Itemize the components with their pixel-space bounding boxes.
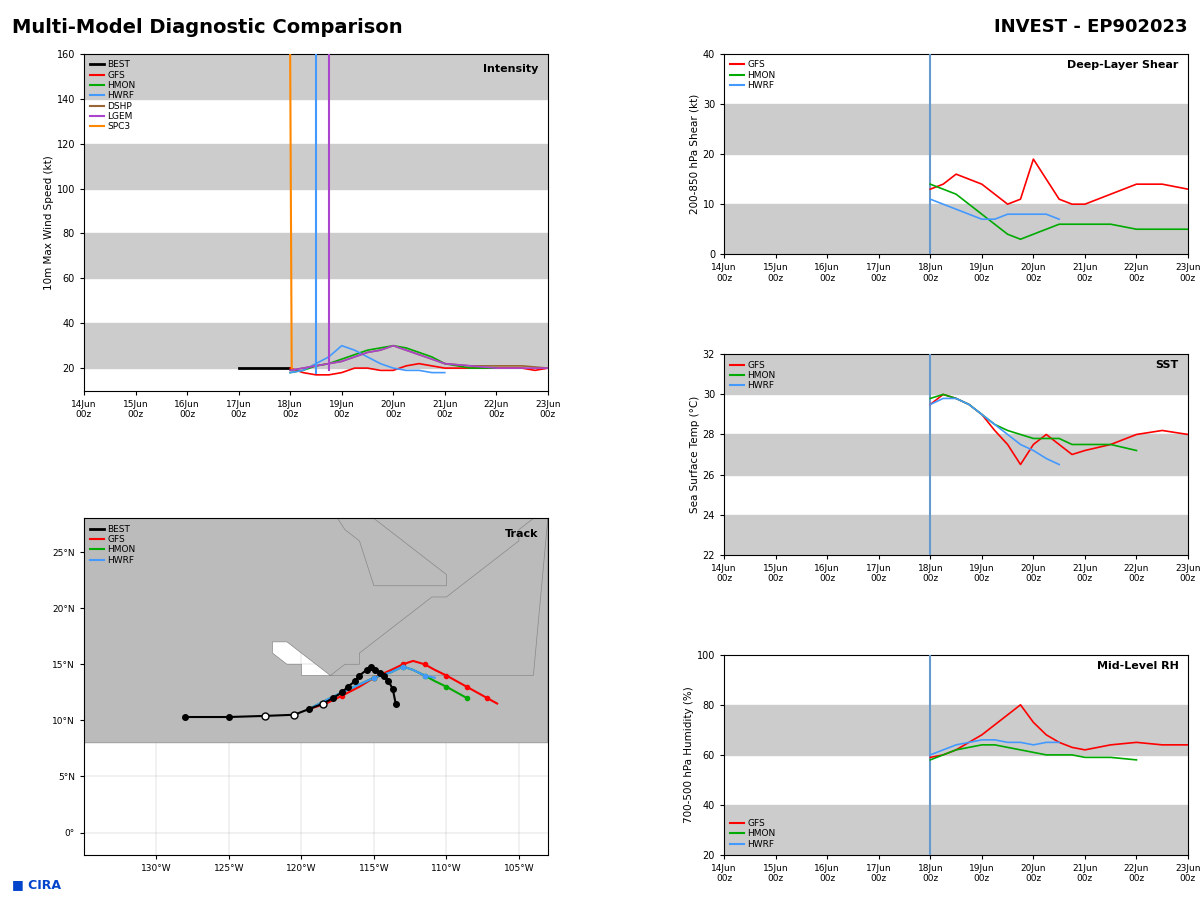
Bar — [724, 204, 1188, 255]
Y-axis label: Sea Surface Temp (°C): Sea Surface Temp (°C) — [690, 396, 700, 513]
Bar — [84, 323, 548, 368]
Bar — [724, 355, 1188, 394]
Text: Intensity: Intensity — [484, 64, 539, 74]
Legend: BEST, GFS, HMON, HWRF: BEST, GFS, HMON, HWRF — [89, 523, 138, 567]
Y-axis label: 200-850 hPa Shear (kt): 200-850 hPa Shear (kt) — [690, 94, 700, 214]
Bar — [84, 54, 548, 99]
Bar — [84, 144, 548, 189]
Legend: GFS, HMON, HWRF: GFS, HMON, HWRF — [728, 359, 778, 392]
Text: Mid-Level RH: Mid-Level RH — [1097, 661, 1178, 670]
Polygon shape — [84, 518, 548, 742]
Y-axis label: 10m Max Wind Speed (kt): 10m Max Wind Speed (kt) — [43, 155, 54, 290]
Legend: BEST, GFS, HMON, HWRF, DSHP, LGEM, SPC3: BEST, GFS, HMON, HWRF, DSHP, LGEM, SPC3 — [89, 58, 138, 133]
Text: Deep-Layer Shear: Deep-Layer Shear — [1067, 60, 1178, 70]
Legend: GFS, HMON, HWRF: GFS, HMON, HWRF — [728, 817, 778, 850]
Text: SST: SST — [1156, 360, 1178, 371]
Legend: GFS, HMON, HWRF: GFS, HMON, HWRF — [728, 58, 778, 92]
Text: INVEST - EP902023: INVEST - EP902023 — [995, 18, 1188, 36]
Bar — [84, 233, 548, 278]
Bar — [724, 104, 1188, 154]
Text: Track: Track — [505, 528, 539, 538]
Polygon shape — [330, 508, 446, 586]
Bar — [724, 705, 1188, 755]
Bar — [724, 435, 1188, 474]
Text: ■ CIRA: ■ CIRA — [12, 878, 61, 891]
Y-axis label: 700-500 hPa Humidity (%): 700-500 hPa Humidity (%) — [684, 687, 694, 824]
Bar — [724, 515, 1188, 554]
Text: Multi-Model Diagnostic Comparison: Multi-Model Diagnostic Comparison — [12, 18, 403, 37]
Bar — [724, 805, 1188, 855]
